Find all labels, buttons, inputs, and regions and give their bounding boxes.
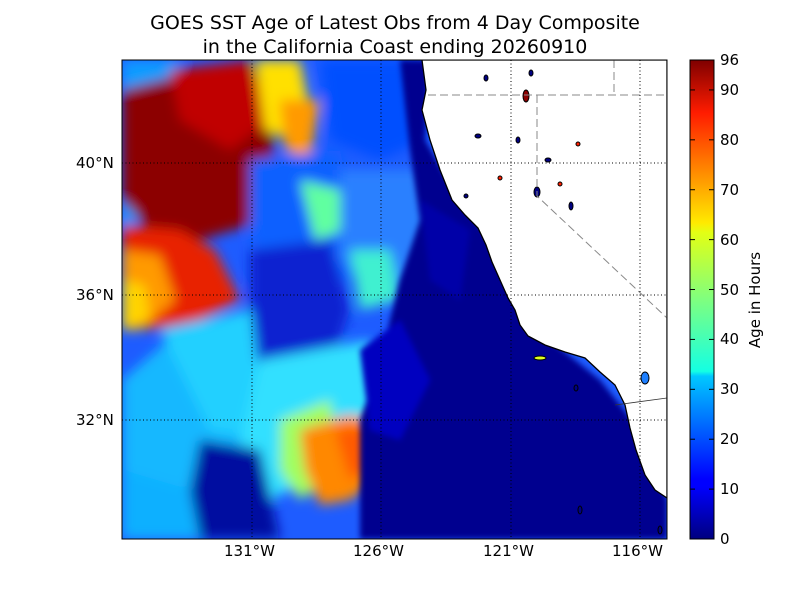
colorbar-ticks — [690, 59, 714, 540]
colorbar-tick-label: 30 — [720, 380, 740, 399]
map-title-line-2: in the California Coast ending 20260910 — [202, 36, 588, 58]
lon-tick-121w: 121°W — [483, 542, 534, 560]
state-borders — [428, 60, 667, 319]
lat-tick-32n: 32°N — [76, 411, 114, 429]
inland-lakes — [463, 69, 663, 535]
lon-tick-131w: 131°W — [224, 542, 275, 560]
colorbar-label: Age in Hours — [746, 251, 764, 349]
colorbar-tick-label: 10 — [720, 480, 740, 499]
lon-tick-116w: 116°W — [612, 542, 663, 560]
lat-tick-40n: 40°N — [76, 154, 114, 172]
country-border — [614, 397, 667, 406]
map-frame — [121, 59, 668, 540]
colorbar-tick-label: 80 — [720, 130, 740, 149]
colorbar — [689, 59, 715, 540]
lon-tick-126w: 126°W — [353, 542, 404, 560]
lat-tick-36n: 36°N — [76, 286, 114, 304]
colorbar-tick-label: 96 — [720, 51, 740, 69]
colorbar-tick-label: 70 — [720, 180, 740, 199]
colorbar-tick-label: 60 — [720, 230, 740, 249]
colorbar-tick-label: 50 — [720, 280, 740, 299]
colorbar-tick-label: 40 — [720, 330, 740, 349]
colorbar-tick-label: 0 — [720, 530, 730, 548]
sst-age-field — [122, 60, 667, 539]
graticule — [122, 60, 667, 539]
map-title-line-1: GOES SST Age of Latest Obs from 4 Day Co… — [150, 12, 640, 34]
colorbar-tick-label: 20 — [720, 430, 740, 449]
colorbar-tick-label: 90 — [720, 80, 740, 99]
